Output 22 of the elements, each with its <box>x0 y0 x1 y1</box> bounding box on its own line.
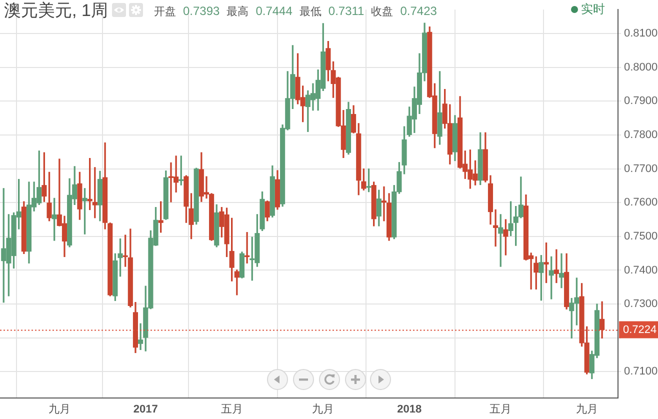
y-tick-label: 0.7800 <box>624 129 658 142</box>
x-tick-label: 九月 <box>48 402 70 416</box>
y-tick-label: 0.8100 <box>624 28 658 40</box>
y-tick-label: 0.7900 <box>624 95 658 108</box>
y-tick-label: 0.7400 <box>624 264 658 276</box>
y-tick-label: 0.7600 <box>624 196 658 209</box>
x-tick-label: 九月 <box>312 402 334 416</box>
chart-subtitle: 开盘 0.7393 最高 0.7444 最低 0.7311 收盘 0.7423 <box>154 4 437 18</box>
y-tick-label: 0.7700 <box>624 162 658 175</box>
y-tick-label: 0.7100 <box>624 366 658 378</box>
candlestick <box>558 253 564 288</box>
ref-line-label: 0.7224 <box>623 324 657 336</box>
annotation: 实时 <box>581 2 605 17</box>
x-tick-label: 五月 <box>220 404 243 416</box>
x-tick-label: 2017 <box>133 404 158 416</box>
y-tick-label: 0.8000 <box>624 61 658 74</box>
chart-title: 澳元美元, 1周 <box>4 1 108 21</box>
x-tick-label: 2018 <box>397 404 422 416</box>
y-tick-label: 0.7300 <box>624 298 658 310</box>
x-tick-label: 五月 <box>490 404 512 416</box>
x-tick-label: 九月 <box>576 402 598 416</box>
y-tick-label: 0.7500 <box>624 230 658 242</box>
